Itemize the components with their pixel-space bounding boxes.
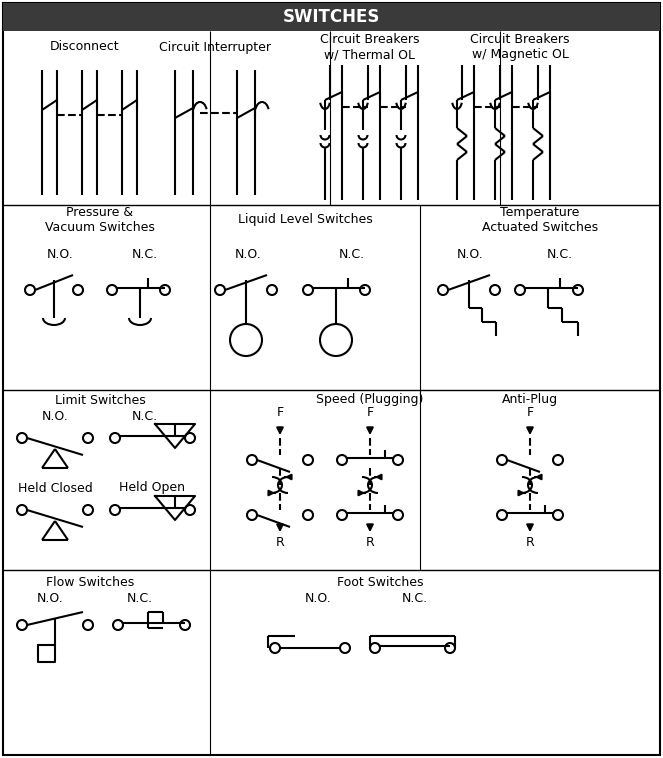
Text: Foot Switches: Foot Switches bbox=[337, 575, 423, 588]
Text: N.C.: N.C. bbox=[339, 249, 365, 262]
Text: SWITCHES: SWITCHES bbox=[282, 8, 380, 26]
Text: Held Closed: Held Closed bbox=[18, 481, 92, 494]
Text: Circuit Breakers
w/ Thermal OL: Circuit Breakers w/ Thermal OL bbox=[320, 33, 420, 61]
Text: F: F bbox=[367, 406, 373, 418]
Text: N.C.: N.C. bbox=[132, 249, 158, 262]
Text: R: R bbox=[365, 537, 375, 550]
Text: N.C.: N.C. bbox=[132, 409, 158, 422]
Text: N.O.: N.O. bbox=[457, 249, 483, 262]
Text: Pressure &
Vacuum Switches: Pressure & Vacuum Switches bbox=[45, 206, 155, 234]
Bar bbox=[3, 3, 660, 31]
Text: Held Open: Held Open bbox=[119, 481, 185, 494]
Text: N.O.: N.O. bbox=[42, 409, 68, 422]
Text: R: R bbox=[526, 537, 534, 550]
Text: N.O.: N.O. bbox=[235, 249, 261, 262]
Text: Disconnect: Disconnect bbox=[50, 40, 120, 54]
Text: N.O.: N.O. bbox=[46, 249, 74, 262]
Text: N.O.: N.O. bbox=[36, 591, 64, 604]
Text: R: R bbox=[276, 537, 284, 550]
Text: Speed (Plugging): Speed (Plugging) bbox=[316, 393, 424, 406]
Text: F: F bbox=[526, 406, 534, 418]
Text: F: F bbox=[276, 406, 284, 418]
Text: Temperature
Actuated Switches: Temperature Actuated Switches bbox=[482, 206, 598, 234]
Text: N.O.: N.O. bbox=[304, 591, 332, 604]
Text: Circuit Breakers
w/ Magnetic OL: Circuit Breakers w/ Magnetic OL bbox=[470, 33, 570, 61]
Text: Flow Switches: Flow Switches bbox=[46, 575, 134, 588]
Text: N.C.: N.C. bbox=[402, 591, 428, 604]
Text: N.C.: N.C. bbox=[547, 249, 573, 262]
Text: Liquid Level Switches: Liquid Level Switches bbox=[237, 214, 373, 227]
Text: Anti-Plug: Anti-Plug bbox=[502, 393, 558, 406]
Text: N.C.: N.C. bbox=[127, 591, 153, 604]
Text: Circuit Interrupter: Circuit Interrupter bbox=[159, 40, 271, 54]
Text: Limit Switches: Limit Switches bbox=[54, 393, 145, 406]
